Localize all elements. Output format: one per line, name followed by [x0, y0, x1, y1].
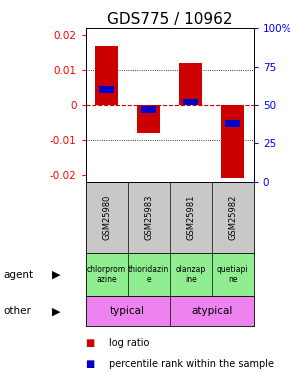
Bar	[221, 105, 244, 178]
Text: GSM25983: GSM25983	[144, 195, 153, 240]
Bar	[86, 296, 170, 326]
Text: GSM25981: GSM25981	[186, 195, 195, 240]
Text: GSM25980: GSM25980	[102, 195, 111, 240]
Text: GSM25982: GSM25982	[228, 195, 237, 240]
Bar	[179, 63, 202, 105]
Bar	[99, 87, 114, 93]
Text: thioridazin
e: thioridazin e	[128, 266, 169, 284]
Text: chlorprom
azine: chlorprom azine	[87, 266, 126, 284]
Text: ▶: ▶	[52, 306, 61, 316]
Text: agent: agent	[3, 270, 33, 280]
Bar	[128, 253, 170, 296]
Text: typical: typical	[110, 306, 145, 316]
Text: percentile rank within the sample: percentile rank within the sample	[109, 359, 274, 369]
Bar	[170, 296, 254, 326]
Bar	[225, 120, 240, 127]
Title: GDS775 / 10962: GDS775 / 10962	[107, 12, 232, 27]
Bar	[183, 99, 198, 105]
Bar	[95, 46, 118, 105]
Bar	[86, 253, 128, 296]
Text: olanzap
ine: olanzap ine	[175, 266, 206, 284]
Bar	[212, 253, 254, 296]
Text: ▶: ▶	[52, 270, 61, 280]
Bar	[141, 106, 156, 113]
Text: ■: ■	[86, 359, 95, 369]
Bar	[170, 253, 212, 296]
Text: other: other	[3, 306, 31, 316]
Bar	[137, 105, 160, 133]
Text: quetiapi
ne: quetiapi ne	[217, 266, 249, 284]
Text: atypical: atypical	[191, 306, 232, 316]
Text: ■: ■	[86, 338, 95, 348]
Text: log ratio: log ratio	[109, 338, 149, 348]
